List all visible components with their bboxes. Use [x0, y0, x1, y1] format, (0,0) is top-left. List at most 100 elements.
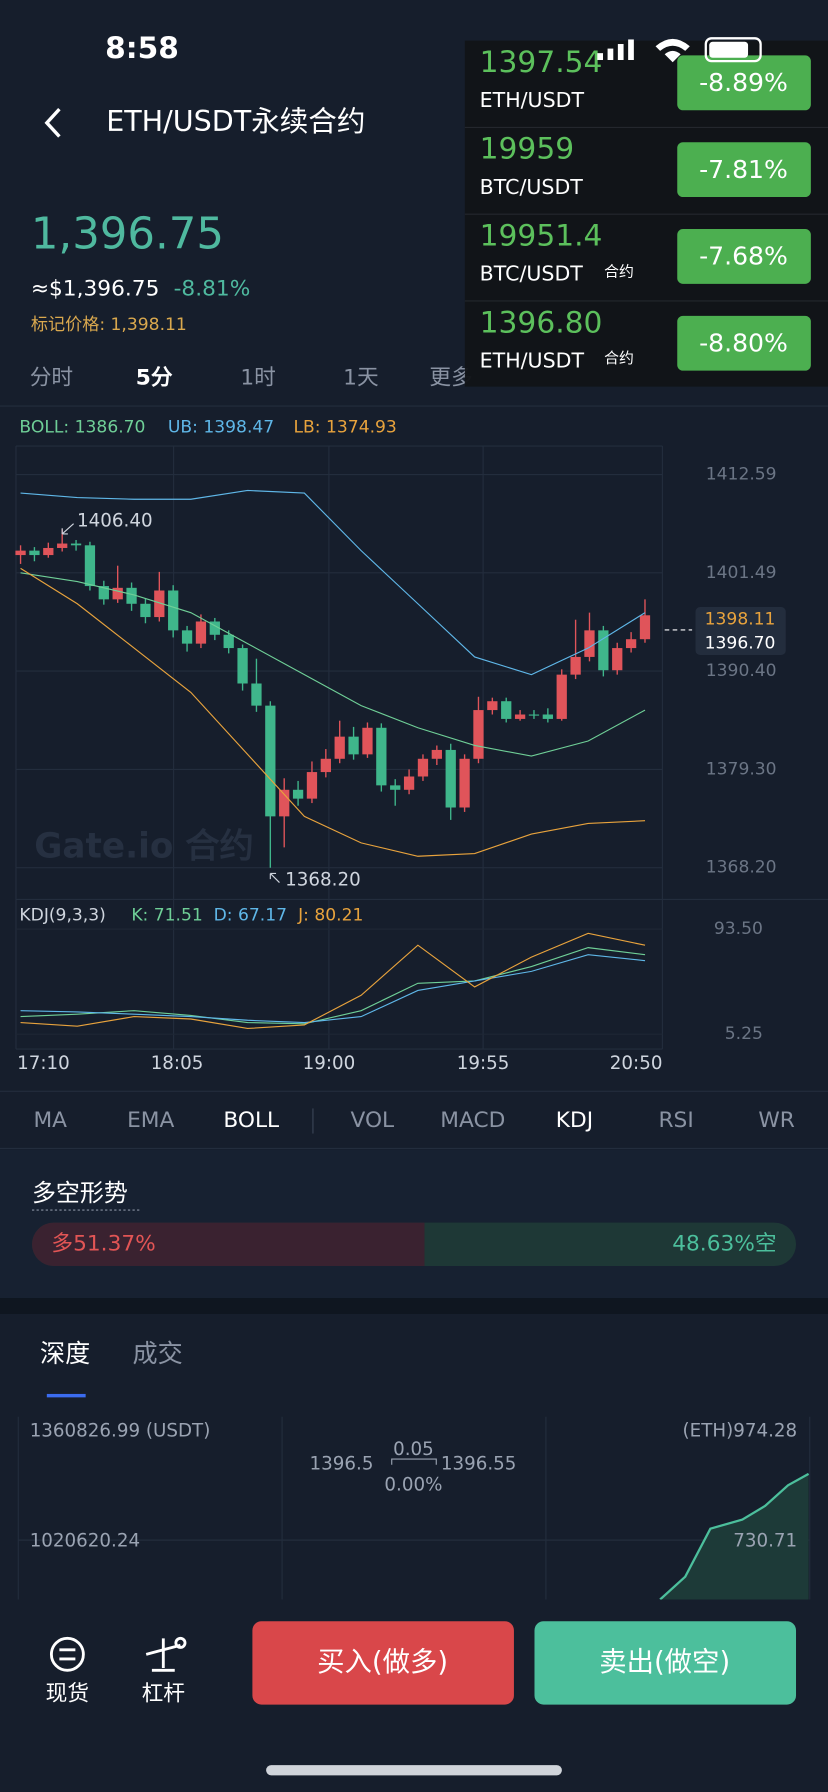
timeframe-tab[interactable]: 分时 — [30, 366, 73, 391]
boll-line — [20, 567, 646, 857]
depth-tab[interactable]: 深度 — [40, 1339, 90, 1368]
x-tick-label: 19:55 — [457, 1053, 510, 1074]
candle-body — [390, 785, 401, 790]
candle-body — [126, 587, 137, 604]
mark-tag: 1398.11 — [705, 610, 776, 630]
margin-label[interactable]: 杠杆 — [142, 1681, 185, 1706]
trades-tab[interactable]: 成交 — [132, 1339, 182, 1368]
candle-body — [98, 586, 109, 600]
candle-body — [154, 590, 165, 618]
long-label: 多51.37% — [51, 1231, 155, 1256]
price-change: -8.81% — [174, 277, 251, 302]
depth-ask-line — [659, 1472, 810, 1601]
x-tick-label: 17:10 — [17, 1053, 70, 1074]
candle-body — [84, 545, 96, 587]
spread: 0.05 — [393, 1439, 434, 1460]
indicator-tab[interactable]: WR — [758, 1108, 795, 1133]
margin-icon[interactable] — [145, 1636, 187, 1672]
ticker-price: 19959 — [480, 132, 574, 167]
ticker-tag: 合约 — [604, 350, 634, 367]
change-button[interactable] — [677, 142, 811, 198]
indicator-tab[interactable]: VOL — [351, 1108, 395, 1133]
candle-body — [639, 615, 651, 640]
ticker-price: 19951.4 — [480, 219, 603, 254]
watermark: Gate.io 合约 — [34, 827, 254, 867]
candle-body — [306, 772, 318, 799]
long-bar — [31, 1222, 425, 1267]
ub-legend: UB: 1398.47 — [168, 418, 274, 438]
candle-body — [570, 656, 581, 675]
candle-body — [279, 789, 290, 817]
change-button[interactable] — [677, 55, 811, 111]
candle-body — [584, 630, 595, 657]
k-legend: K: 71.51 — [131, 905, 202, 925]
ticker-tag: 合约 — [604, 263, 634, 280]
candle-body — [237, 648, 248, 684]
indicator-tab[interactable]: MACD — [440, 1108, 505, 1133]
ticker-price: 1396.80 — [480, 305, 603, 340]
kdj-tick-label: 93.50 — [714, 919, 763, 939]
candle-body — [251, 683, 262, 706]
short-label: 48.63%空 — [672, 1231, 776, 1256]
sell-button[interactable] — [534, 1621, 797, 1705]
last-price: 1,396.75 — [31, 210, 224, 260]
sentiment-bar: 多51.37% 48.63%空 — [31, 1222, 797, 1267]
ticker-price: 1397.54 — [480, 45, 603, 80]
spot-label[interactable]: 现货 — [46, 1681, 89, 1706]
buy-label[interactable]: 买入(做多) — [317, 1647, 448, 1678]
low-label: 1368.20 — [285, 869, 361, 890]
candle-body — [348, 736, 359, 755]
ticker-change[interactable]: -7.81% — [699, 155, 788, 184]
chart-frame — [15, 445, 828, 1050]
indicator-tab[interactable]: MA — [33, 1108, 67, 1133]
depth-label: 1020620.24 — [30, 1530, 140, 1551]
candle-body — [195, 621, 207, 644]
timeframe-tab[interactable]: 1时 — [240, 366, 276, 391]
spot-icon[interactable] — [49, 1636, 85, 1672]
indicator-tab[interactable]: BOLL — [223, 1108, 279, 1133]
ticker-pair: BTC/USDT — [480, 262, 584, 286]
ticker-change[interactable]: -8.89% — [699, 68, 788, 97]
boll-line — [20, 489, 646, 676]
ticker-change[interactable]: -7.68% — [699, 242, 788, 271]
timeframe-tab[interactable]: 1天 — [343, 366, 379, 391]
indicator-tab[interactable]: EMA — [127, 1108, 174, 1133]
candle-body — [376, 727, 387, 786]
indicator-tab[interactable]: RSI — [658, 1108, 693, 1133]
sell-label[interactable]: 卖出(做空) — [599, 1647, 730, 1678]
ticker-change[interactable]: -8.80% — [699, 328, 788, 357]
bid-price: 1396.5 — [310, 1454, 374, 1475]
candle-body — [501, 701, 512, 719]
candle-body — [320, 758, 331, 773]
candle-body — [265, 705, 276, 817]
y-tick-label: 1379.30 — [706, 759, 777, 779]
candle-body — [168, 590, 179, 631]
indicator-tab[interactable]: KDJ — [556, 1108, 593, 1133]
candle-body — [417, 758, 429, 777]
d-legend: D: 67.17 — [214, 905, 287, 925]
change-button[interactable] — [677, 229, 811, 284]
status-time: 8:58 — [105, 31, 179, 66]
candle-body — [625, 639, 637, 649]
high-arrow — [61, 523, 74, 535]
y-tick-label: 1401.49 — [706, 563, 777, 583]
timeframe-tab[interactable]: 5分 — [136, 366, 173, 391]
kdj-line — [20, 947, 646, 1025]
candle-chart: 1412.59 1401.49 1390.40 1379.30 1368.20 1406.… — [15, 465, 786, 1074]
candle-body — [334, 736, 345, 759]
back-button[interactable] — [44, 107, 61, 138]
candle-body — [181, 630, 193, 644]
buy-button[interactable] — [252, 1621, 514, 1705]
candle-body — [473, 710, 484, 759]
page-title[interactable]: ETH/USDT永续合约 — [106, 104, 365, 138]
status-icons — [597, 37, 762, 63]
candle-body — [43, 547, 54, 556]
candle-body — [598, 630, 609, 671]
change-button[interactable] — [677, 315, 811, 371]
y-tick-label: 1390.40 — [706, 661, 777, 681]
candle-body — [403, 776, 415, 790]
depth-ask-area — [660, 1473, 809, 1600]
candle-body — [556, 674, 567, 719]
